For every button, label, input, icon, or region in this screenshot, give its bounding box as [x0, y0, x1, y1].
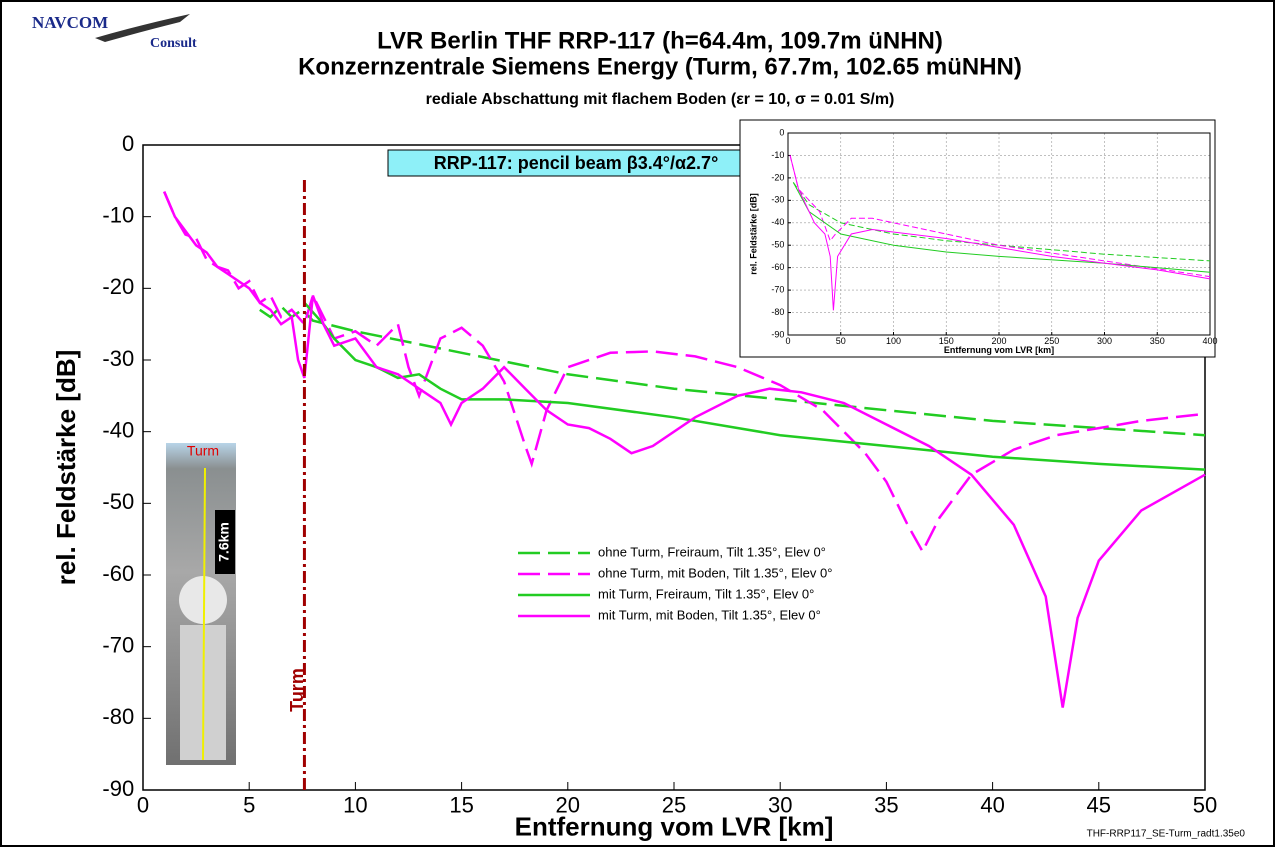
plot-border [787, 132, 1211, 336]
legend-label: mit Turm, Freiraum, Tilt 1.35°, Elev 0° [598, 586, 814, 601]
y-tick-label: -90 [102, 776, 134, 801]
logo: Consult [150, 36, 197, 51]
y-tick-label: -60 [771, 262, 784, 272]
y-axis-label: rel. Feldstärke [dB] [51, 350, 81, 586]
chart-panel: 0 50 100 150 200 250 300 350 400 -90 -80 -70 -60 -50 -… [739, 119, 1218, 358]
marker-label: Turm [287, 668, 307, 712]
annotation-box [387, 149, 765, 177]
logo-swoosh [95, 14, 190, 42]
y-tick-label: 0 [779, 127, 784, 137]
x-tick-label: 20 [556, 792, 580, 817]
chart-title: Konzernzentrale Siemens Energy (Turm, 67… [298, 53, 1022, 80]
y-axis-label: rel. Feldstärke [dB] [748, 193, 758, 275]
y-tick-label: -20 [102, 274, 134, 299]
photo-label-box [215, 510, 235, 574]
y-tick-label: 0 [122, 131, 134, 156]
plot-border [142, 144, 1206, 791]
series-line [792, 182, 1211, 262]
photo-label: Turm [187, 443, 219, 459]
y-tick-label: -30 [771, 195, 784, 205]
x-tick-label: 100 [886, 336, 901, 346]
x-tick-label: 350 [1150, 336, 1165, 346]
inset-frame [739, 119, 1216, 358]
y-tick-label: -20 [771, 172, 784, 182]
x-tick-label: 40 [980, 792, 1004, 817]
x-axis-label: Entfernung vom LVR [km] [515, 811, 834, 841]
chart-subtitle: rediale Abschattung mit flachem Boden (ε… [426, 91, 895, 108]
y-tick-label: -80 [771, 307, 784, 317]
x-tick-label: 25 [662, 792, 686, 817]
x-tick-label: 50 [836, 336, 846, 346]
y-tick-label: -40 [102, 417, 134, 442]
x-tick-label: 5 [243, 792, 255, 817]
y-tick-label: -50 [771, 240, 784, 250]
y-tick-label: -50 [102, 489, 134, 514]
photo-line [202, 467, 206, 761]
photo-dome [179, 576, 227, 624]
y-tick-label: -10 [102, 202, 134, 227]
y-tick-label: -80 [102, 704, 134, 729]
y-tick-label: -90 [771, 329, 784, 339]
y-tick-label: -70 [102, 632, 134, 657]
annotation: RRP-117: pencil beam β3.4°/α2.7° [434, 153, 719, 173]
legend-label: mit Turm, mit Boden, Tilt 1.35°, Elev 0° [598, 607, 821, 622]
series-line [259, 304, 1206, 437]
x-tick-label: 0 [785, 336, 790, 346]
x-tick-label: 30 [768, 792, 792, 817]
x-tick-label: 250 [1044, 336, 1059, 346]
chart-title: LVR Berlin THF RRP-117 (h=64.4m, 109.7m … [377, 27, 943, 54]
x-tick-label: 50 [1193, 792, 1217, 817]
series-line [789, 155, 1211, 311]
y-tick-label: -60 [102, 561, 134, 586]
series-line [792, 182, 1211, 273]
y-tick-label: -10 [771, 150, 784, 160]
chart-panel: 0 5 10 15 20 25 30 35 40 45 50 -90 -80 -70 -60 -50 -40 -3… [51, 131, 1217, 842]
series-line [789, 155, 1211, 278]
y-tick-label: -30 [102, 346, 134, 371]
y-tick-label: -70 [771, 284, 784, 294]
x-tick-label: 45 [1087, 792, 1111, 817]
x-tick-label: 200 [991, 336, 1006, 346]
photo-label: 7.6km [216, 522, 232, 562]
x-tick-label: 0 [137, 792, 149, 817]
legend-label: ohne Turm, Freiraum, Tilt 1.35°, Elev 0° [598, 544, 826, 559]
y-tick-label: -40 [771, 217, 784, 227]
x-tick-label: 10 [343, 792, 367, 817]
photo: Turm 7.6km [166, 443, 236, 765]
x-tick-label: 35 [874, 792, 898, 817]
x-tick-label: 150 [939, 336, 954, 346]
x-tick-label: 15 [449, 792, 473, 817]
x-tick-label: 300 [1097, 336, 1112, 346]
footer: THF-RRP117_SE-Turm_radt1.35e0 [1087, 829, 1246, 840]
series-line [303, 301, 1206, 471]
legend-label: ohne Turm, mit Boden, Tilt 1.35°, Elev 0… [598, 565, 832, 580]
x-axis-label: Entfernung vom LVR [km] [944, 345, 1054, 355]
series-line [163, 191, 1206, 708]
logo: NAVCOM [32, 13, 108, 32]
x-tick-label: 400 [1202, 336, 1217, 346]
